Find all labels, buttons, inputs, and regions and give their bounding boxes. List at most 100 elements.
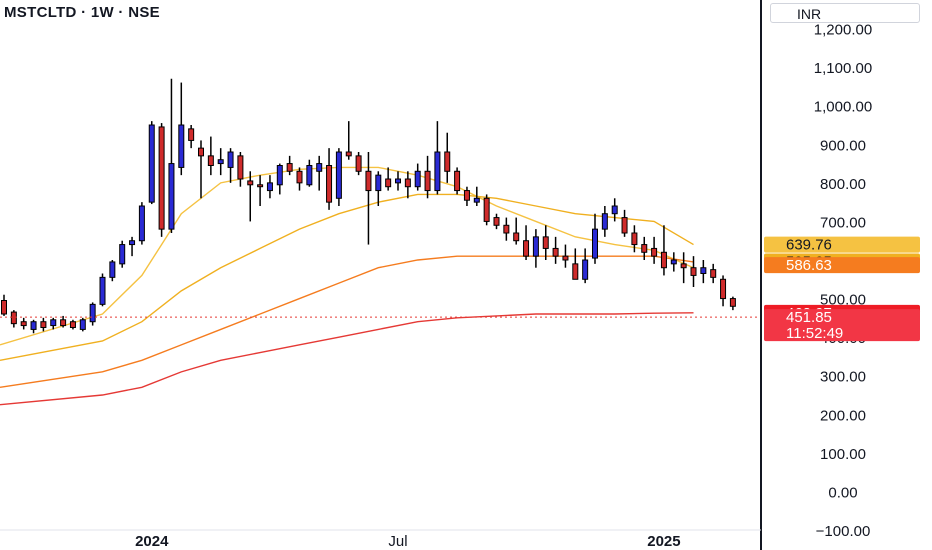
price-label-value: 586.63	[786, 257, 832, 274]
candle	[582, 248, 589, 284]
candle-body	[651, 247, 658, 257]
candle-body	[385, 178, 392, 188]
candle	[395, 171, 401, 191]
candle-body	[680, 263, 687, 269]
candle-body	[79, 319, 86, 330]
candle	[79, 317, 86, 332]
candle-body	[523, 240, 530, 257]
candle-body	[483, 197, 490, 222]
candle	[700, 260, 707, 284]
moving-average-line	[0, 166, 694, 346]
candle-body	[69, 321, 76, 329]
candle-body	[138, 205, 145, 242]
candle	[168, 78, 175, 233]
candle	[257, 175, 264, 206]
candle-body	[414, 170, 421, 188]
candle	[503, 217, 510, 241]
moving-averages	[0, 166, 694, 406]
candle	[552, 236, 559, 264]
price-label-bg	[764, 257, 920, 274]
candle	[601, 206, 608, 237]
moving-average-line	[0, 255, 694, 388]
candle	[237, 152, 244, 187]
candle-body	[592, 228, 598, 259]
candle-body	[266, 182, 273, 192]
candle	[1, 294, 7, 316]
candle	[119, 240, 126, 268]
candle-body	[148, 124, 155, 203]
candle-body	[198, 147, 204, 157]
candle	[690, 256, 697, 287]
candle	[611, 198, 618, 222]
candle-body	[660, 251, 667, 269]
candle-body	[631, 232, 638, 246]
candle-body	[454, 170, 461, 192]
candle	[729, 296, 736, 311]
candle-body	[700, 267, 707, 275]
candle	[30, 319, 37, 334]
x-tick-label: 2024	[135, 533, 169, 550]
candle	[444, 132, 451, 183]
candle-body	[395, 178, 401, 184]
candle-body	[20, 321, 27, 327]
candle-body	[463, 190, 470, 201]
currency-selector[interactable]: INR	[770, 3, 920, 23]
candle	[621, 209, 628, 237]
x-tick-label: Jul	[388, 533, 407, 550]
candle	[670, 252, 677, 272]
candle-body	[641, 244, 648, 253]
candle-body	[404, 178, 411, 188]
y-tick-label: 300.00	[820, 369, 866, 386]
candle-body	[720, 278, 727, 300]
candle-body	[572, 263, 579, 280]
candle	[513, 217, 520, 245]
candle	[542, 225, 549, 260]
candle-body	[60, 319, 67, 327]
candle	[89, 302, 96, 326]
candle	[710, 263, 717, 284]
candle	[385, 167, 392, 191]
candle-body	[99, 276, 106, 305]
candle-body	[601, 213, 608, 230]
candle-body	[621, 217, 628, 234]
candle	[276, 163, 283, 195]
candle	[641, 236, 648, 260]
candle	[227, 148, 234, 183]
candle-body	[562, 255, 569, 261]
candle	[355, 152, 362, 176]
candle	[493, 213, 500, 230]
candle-body	[30, 321, 37, 330]
candle	[40, 317, 47, 332]
candle-body	[710, 269, 717, 278]
candle-body	[493, 217, 500, 226]
candle	[129, 236, 136, 257]
time-scale[interactable]: 2024 Jul 2025	[135, 533, 681, 550]
candle-body	[286, 163, 293, 172]
candle-body	[217, 159, 224, 165]
candle	[198, 140, 204, 199]
candle-body	[335, 151, 342, 199]
candle-body	[542, 236, 549, 249]
candle-body	[257, 184, 264, 188]
candle-body	[129, 240, 136, 246]
candle-body	[306, 165, 313, 186]
candle	[680, 252, 687, 284]
candle	[138, 202, 145, 245]
candle-body	[444, 151, 451, 172]
candle-body	[729, 298, 736, 307]
candle-body	[50, 319, 57, 327]
candle-body	[355, 155, 362, 172]
candle	[424, 155, 431, 199]
candle	[532, 229, 539, 268]
y-tick-label: 900.00	[820, 137, 866, 154]
candle	[69, 319, 76, 330]
candle	[434, 121, 441, 195]
candle-body	[316, 163, 323, 172]
candle	[523, 225, 530, 260]
candle-body	[178, 124, 185, 168]
candle-body	[513, 232, 520, 242]
candle	[50, 317, 57, 330]
